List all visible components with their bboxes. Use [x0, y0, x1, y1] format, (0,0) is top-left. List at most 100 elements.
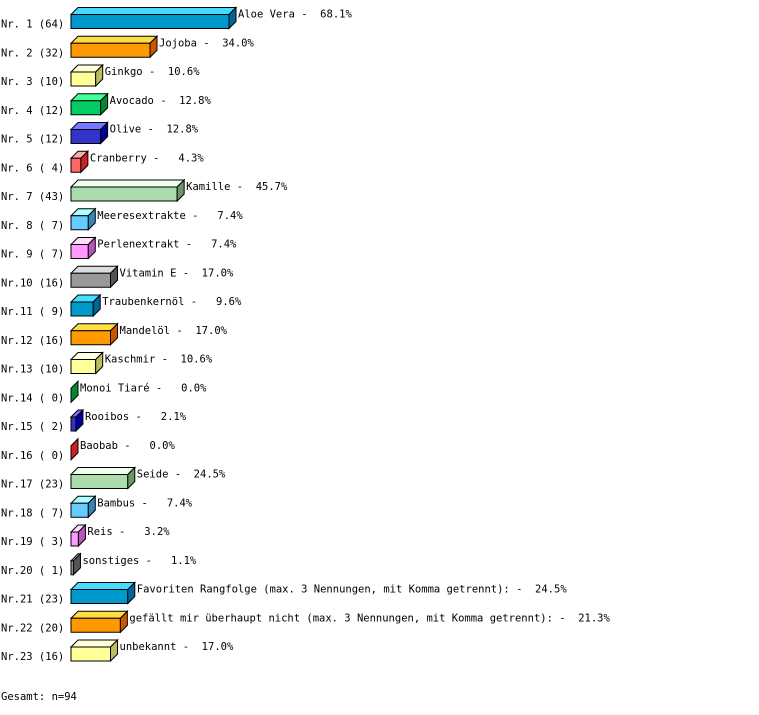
row-rank-label: Nr.11 ( 9): [1, 306, 64, 318]
row-rank-label: Nr. 1 (64): [1, 19, 64, 31]
row-rank-label: Nr. 2 (32): [1, 47, 64, 59]
bar-side-face: [80, 150, 89, 174]
row-rank-label: Nr.18 ( 7): [1, 507, 64, 519]
bar-data-label: Seide - 24.5%: [137, 469, 226, 481]
bar-data-label: Bambus - 7.4%: [97, 497, 193, 509]
bar-side-face: [95, 351, 104, 375]
bar-top-face: [69, 582, 136, 590]
bar-side-face: [110, 322, 118, 346]
row-rank-label: Nr. 7 (43): [1, 191, 64, 203]
bar-data-label: Favoriten Rangfolge (max. 3 Nennungen, m…: [137, 584, 568, 596]
bar-top-face: [69, 610, 129, 619]
bar-front-face: [70, 589, 129, 604]
bar-top-face: [69, 467, 136, 475]
bar-data-label: Traubenkernöl - 9.6%: [102, 296, 242, 308]
bar-front-face: [70, 502, 89, 518]
bar-front-face: [70, 14, 230, 29]
bar-side-face: [75, 408, 84, 433]
bar-side-face: [110, 265, 118, 289]
bar-data-label: Aloe Vera - 68.1%: [238, 9, 352, 21]
bar-data-label: Rooibos - 2.1%: [85, 411, 187, 423]
bar-side-face: [87, 236, 96, 260]
bar-side-face: [127, 466, 136, 490]
row-rank-label: Nr.22 (20): [1, 622, 64, 634]
bar-front-face: [70, 129, 102, 144]
total-count: Gesamt: n=94: [1, 691, 77, 703]
bar-data-label: Perlenextrakt - 7.4%: [97, 239, 237, 251]
bar-front-face: [70, 301, 94, 317]
bar-side-face: [100, 121, 109, 145]
row-rank-label: Nr.20 ( 1): [1, 565, 64, 577]
row-rank-label: Nr. 5 (12): [1, 134, 64, 146]
bar-front-face: [70, 416, 77, 432]
bar-top-face: [69, 639, 119, 648]
bar-front-face: [70, 186, 178, 202]
bar-data-label: Monoi Tiaré - 0.0%: [80, 382, 207, 394]
bar-side-face: [92, 293, 101, 318]
bar-data-label: Ginkgo - 10.6%: [105, 66, 201, 78]
bar-side-face: [176, 178, 185, 203]
bar-side-face: [119, 610, 128, 634]
row-rank-label: Nr. 3 (10): [1, 76, 64, 88]
row-rank-label: Nr.17 (23): [1, 479, 64, 491]
bar-data-label: Reis - 3.2%: [87, 526, 170, 538]
bar-top-face: [69, 7, 238, 15]
row-rank-label: Nr. 9 ( 7): [1, 249, 64, 261]
bar-data-label: Cranberry - 4.3%: [90, 152, 204, 164]
bar-side-face: [70, 437, 79, 461]
bar-side-face: [228, 6, 237, 30]
bar-side-face: [87, 207, 96, 231]
bar-data-label: Mandelöl - 17.0%: [120, 325, 228, 337]
bar-data-label: Baobab - 0.0%: [80, 440, 176, 452]
bar-front-face: [70, 42, 151, 58]
bar-top-face: [69, 35, 159, 44]
row-rank-label: Nr.12 (16): [1, 335, 64, 347]
bar-side-face: [70, 380, 79, 404]
row-rank-label: Nr.19 ( 3): [1, 536, 64, 548]
bar-front-face: [70, 244, 89, 259]
bar-top-face: [69, 265, 119, 274]
bar-front-face: [70, 215, 89, 231]
bar-front-face: [70, 617, 121, 633]
bar-side-face: [127, 581, 136, 605]
row-rank-label: Nr. 4 (12): [1, 105, 64, 117]
bar-data-label: Vitamin E - 17.0%: [120, 267, 234, 279]
row-rank-label: Nr.10 (16): [1, 277, 64, 289]
bar-data-label: Avocado - 12.8%: [110, 95, 212, 107]
row-rank-label: Nr.16 ( 0): [1, 450, 64, 462]
row-rank-label: Nr.13 (10): [1, 364, 64, 376]
bar-front-face: [70, 71, 97, 87]
bar-side-face: [77, 523, 86, 548]
bar-data-label: gefällt mir überhaupt nicht (max. 3 Nenn…: [129, 612, 610, 624]
bar-data-label: Meeresextrakte - 7.4%: [97, 210, 243, 222]
bar-top-face: [69, 179, 186, 188]
bar-side-face: [87, 495, 96, 519]
row-rank-label: Nr.21 (23): [1, 594, 64, 606]
bar-side-face: [149, 35, 158, 59]
row-rank-label: Nr.14 ( 0): [1, 392, 64, 404]
row-rank-label: Nr. 8 ( 7): [1, 220, 64, 232]
bar-data-label: Olive - 12.8%: [110, 124, 199, 136]
bar-front-face: [70, 646, 111, 662]
bar-front-face: [70, 531, 79, 547]
bar-top-face: [69, 323, 119, 332]
bar-data-label: unbekannt - 17.0%: [120, 641, 234, 653]
bar-front-face: [70, 157, 82, 173]
bar-front-face: [70, 330, 111, 346]
bar-front-face: [70, 100, 102, 116]
bar-data-label: Jojoba - 34.0%: [159, 37, 255, 49]
bar-front-face: [70, 272, 111, 288]
bar-side-face: [95, 63, 104, 88]
bar-side-face: [72, 552, 81, 576]
bar-front-face: [70, 474, 129, 489]
bar-side-face: [100, 92, 109, 116]
bar-front-face: [70, 359, 97, 374]
bar-data-label: sonstiges - 1.1%: [82, 555, 196, 567]
bar-data-label: Kaschmir - 10.6%: [105, 354, 213, 366]
row-rank-label: Nr. 6 ( 4): [1, 162, 64, 174]
row-rank-label: Nr.15 ( 2): [1, 421, 64, 433]
bar-side-face: [110, 638, 118, 663]
bar-data-label: Kamille - 45.7%: [186, 181, 288, 193]
row-rank-label: Nr.23 (16): [1, 651, 64, 663]
